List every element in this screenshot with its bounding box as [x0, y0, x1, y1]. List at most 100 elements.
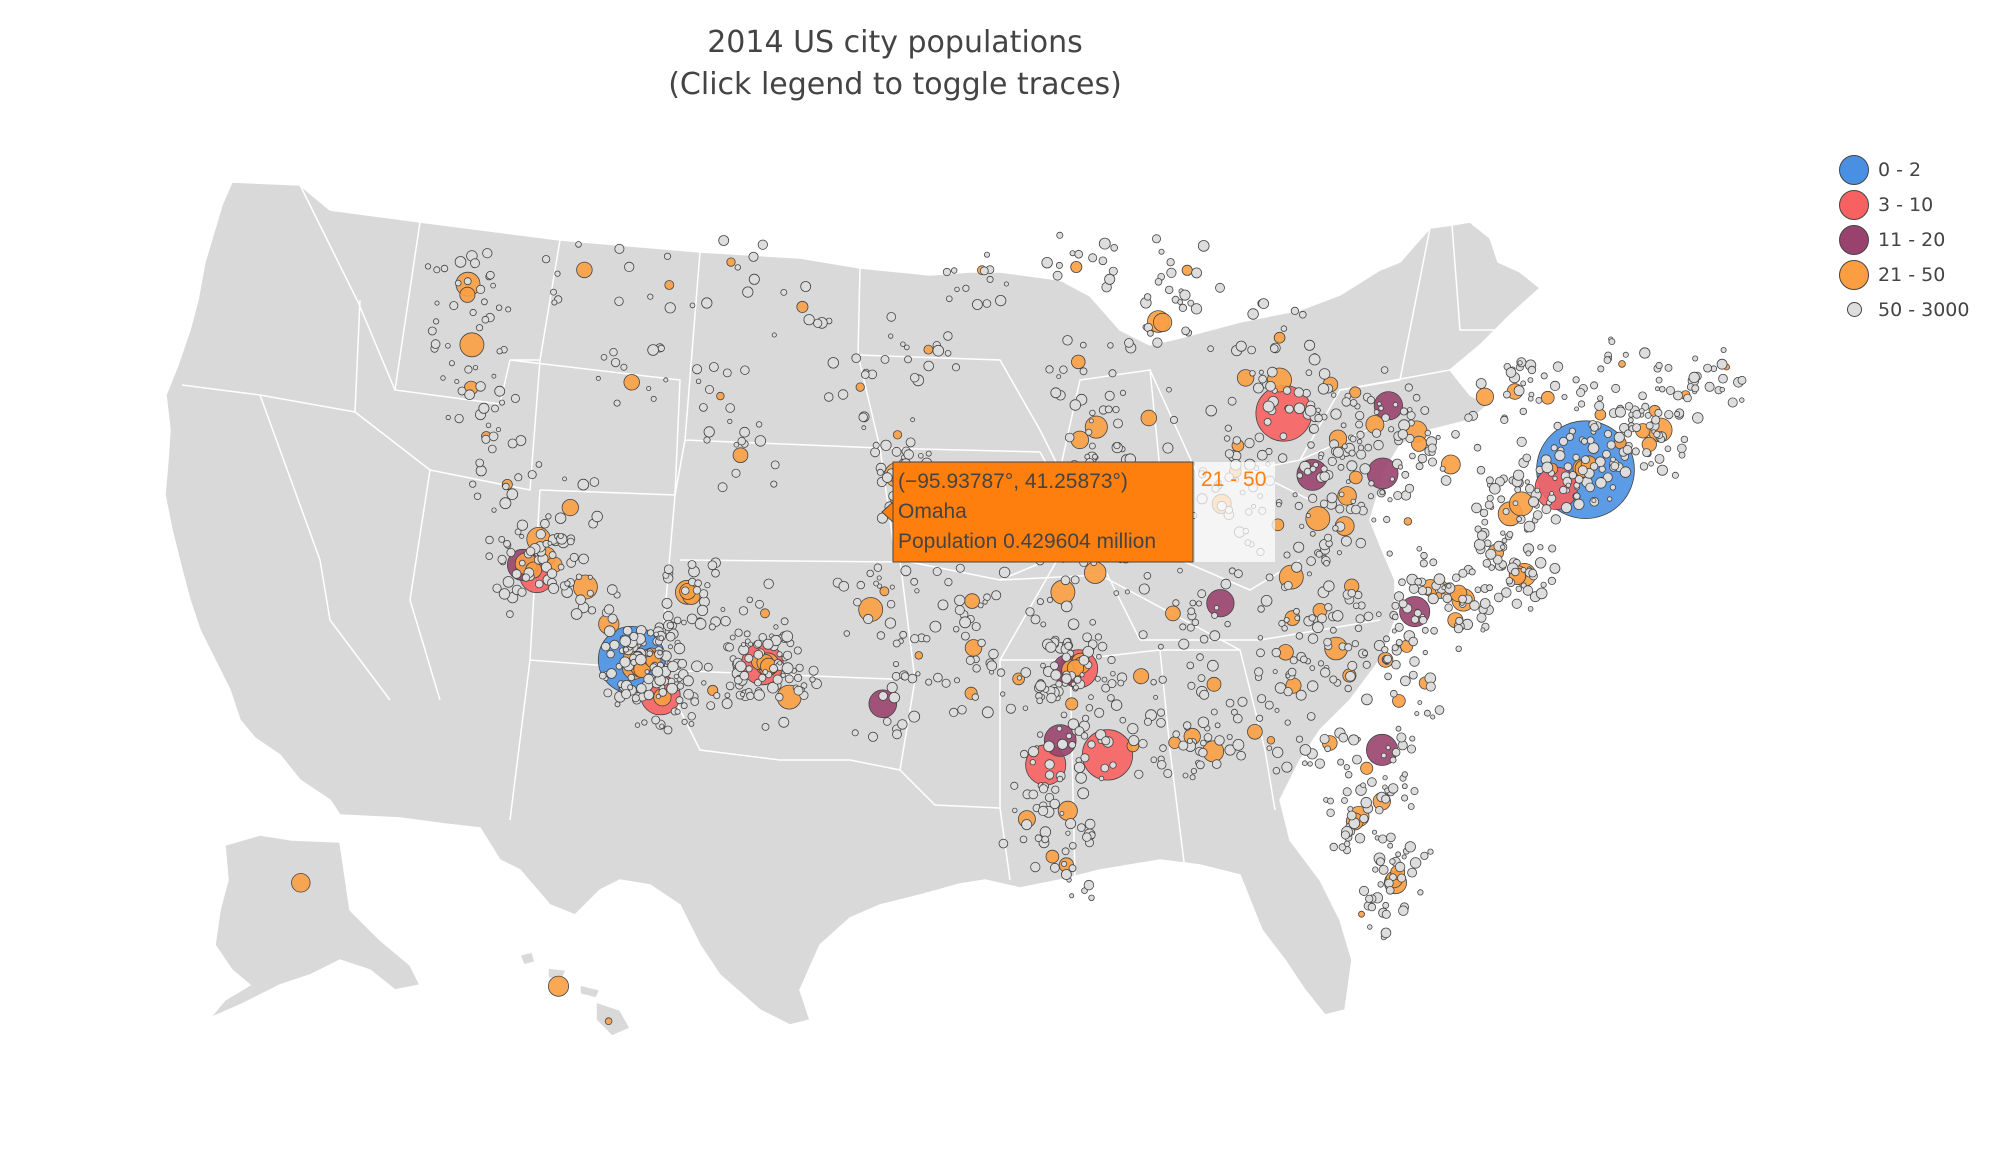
small-city-marker[interactable] [981, 706, 994, 719]
small-city-marker[interactable] [1338, 491, 1345, 498]
small-city-marker[interactable] [673, 642, 686, 655]
small-city-marker[interactable] [1166, 386, 1172, 393]
small-city-marker[interactable] [606, 584, 618, 595]
small-city-marker[interactable] [1309, 465, 1317, 473]
small-city-marker[interactable] [1406, 410, 1416, 420]
small-city-marker[interactable] [1342, 787, 1352, 797]
small-city-marker[interactable] [1271, 647, 1282, 658]
small-city-marker[interactable] [1378, 405, 1384, 411]
small-city-marker[interactable] [1094, 633, 1103, 641]
small-city-marker[interactable] [1341, 797, 1348, 804]
small-city-marker[interactable] [982, 599, 988, 605]
small-city-marker[interactable] [701, 680, 707, 686]
small-city-marker[interactable] [1191, 618, 1199, 627]
city-marker-spokane[interactable] [576, 261, 593, 279]
small-city-marker[interactable] [824, 392, 834, 402]
small-city-marker[interactable] [1109, 761, 1117, 769]
small-city-marker[interactable] [1295, 632, 1304, 640]
small-city-marker[interactable] [591, 510, 603, 523]
city-marker-buffalo[interactable] [1475, 387, 1495, 406]
small-city-marker[interactable] [748, 251, 759, 262]
small-city-marker[interactable] [1186, 661, 1195, 670]
small-city-marker[interactable] [1398, 599, 1408, 609]
small-city-marker[interactable] [1277, 453, 1288, 463]
small-city-marker[interactable] [923, 360, 934, 372]
small-city-marker[interactable] [511, 569, 522, 579]
small-city-marker[interactable] [908, 710, 921, 723]
small-city-marker[interactable] [1143, 293, 1152, 301]
small-city-marker[interactable] [1308, 493, 1318, 503]
legend-item-21-50[interactable]: 21 - 50 [1830, 257, 1995, 292]
small-city-marker[interactable] [1397, 429, 1409, 440]
small-city-marker[interactable] [703, 436, 711, 444]
small-city-marker[interactable] [449, 301, 459, 311]
small-city-marker[interactable] [1409, 735, 1416, 742]
small-city-marker[interactable] [1396, 732, 1407, 743]
small-city-marker[interactable] [1385, 745, 1391, 751]
small-city-marker[interactable] [609, 348, 618, 357]
small-city-marker[interactable] [1664, 363, 1673, 372]
small-city-marker[interactable] [1045, 770, 1055, 780]
small-city-marker[interactable] [1464, 413, 1473, 422]
small-city-marker[interactable] [1424, 709, 1431, 717]
small-city-marker[interactable] [876, 631, 886, 640]
small-city-marker[interactable] [1383, 635, 1390, 643]
small-city-marker[interactable] [1439, 465, 1446, 472]
small-city-marker[interactable] [1319, 499, 1329, 508]
small-city-marker[interactable] [1378, 834, 1388, 844]
small-city-marker[interactable] [1547, 576, 1557, 586]
small-city-marker[interactable] [1367, 493, 1374, 500]
small-city-marker[interactable] [1568, 471, 1577, 480]
small-city-marker[interactable] [1389, 756, 1397, 764]
small-city-marker[interactable] [490, 282, 496, 289]
small-city-marker[interactable] [1327, 456, 1337, 466]
small-city-marker[interactable] [1264, 700, 1274, 710]
small-city-marker[interactable] [575, 241, 582, 248]
small-city-marker[interactable] [554, 512, 567, 524]
small-city-marker[interactable] [1030, 614, 1041, 625]
small-city-marker[interactable] [1401, 794, 1409, 802]
small-city-marker[interactable] [781, 662, 794, 675]
small-city-marker[interactable] [1479, 508, 1489, 518]
small-city-marker[interactable] [1474, 525, 1482, 533]
small-city-marker[interactable] [1337, 463, 1345, 471]
small-city-marker[interactable] [692, 364, 703, 375]
small-city-marker[interactable] [1581, 437, 1588, 445]
small-city-marker[interactable] [748, 273, 760, 285]
small-city-marker[interactable] [1281, 761, 1293, 773]
small-city-marker[interactable] [1040, 662, 1046, 669]
small-city-marker[interactable] [430, 339, 441, 349]
small-city-marker[interactable] [713, 692, 721, 700]
small-city-marker[interactable] [1257, 635, 1264, 641]
small-city-marker[interactable] [1654, 453, 1665, 464]
small-city-marker[interactable] [548, 582, 560, 594]
small-city-marker[interactable] [1451, 573, 1461, 582]
small-city-marker[interactable] [1234, 569, 1243, 579]
small-city-marker[interactable] [1525, 550, 1532, 557]
small-city-marker[interactable] [1347, 589, 1356, 598]
small-city-marker[interactable] [1418, 616, 1428, 625]
small-city-marker[interactable] [761, 723, 770, 731]
small-city-marker[interactable] [1404, 383, 1413, 392]
small-city-marker[interactable] [878, 691, 888, 701]
small-city-marker[interactable] [1274, 707, 1280, 713]
small-city-marker[interactable] [1397, 464, 1404, 470]
small-city-marker[interactable] [1178, 740, 1189, 751]
small-city-marker[interactable] [1511, 598, 1522, 609]
small-city-marker[interactable] [1519, 407, 1527, 416]
small-city-marker[interactable] [1739, 397, 1745, 403]
small-city-marker[interactable] [434, 300, 440, 306]
small-city-marker[interactable] [1189, 774, 1196, 781]
small-city-marker[interactable] [1587, 442, 1600, 454]
small-city-marker[interactable] [1563, 462, 1573, 472]
small-city-marker[interactable] [440, 264, 449, 273]
city-marker-shreveport[interactable] [1133, 668, 1150, 685]
small-city-marker[interactable] [813, 318, 823, 328]
small-city-marker[interactable] [673, 616, 682, 625]
small-city-marker[interactable] [724, 692, 731, 699]
small-city-marker[interactable] [1414, 711, 1420, 717]
small-city-marker[interactable] [1021, 819, 1033, 831]
small-city-marker[interactable] [1097, 641, 1108, 652]
small-city-marker[interactable] [1152, 337, 1163, 348]
small-city-marker[interactable] [1166, 267, 1177, 278]
